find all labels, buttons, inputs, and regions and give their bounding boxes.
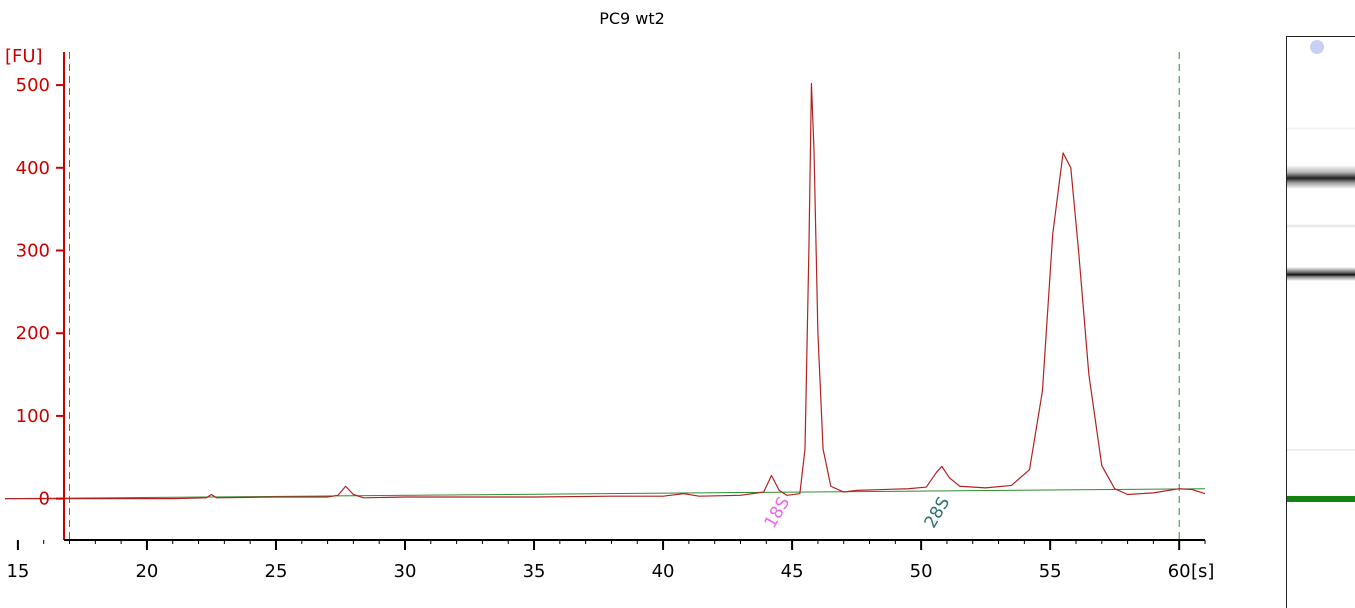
peak-label-18S: 18S [761, 494, 795, 532]
x-tick-label: 60 [1168, 561, 1191, 582]
gel-band-faint-top [1287, 127, 1355, 130]
gel-marker-dot [1310, 40, 1324, 54]
gel-band-18S [1287, 267, 1355, 281]
y-tick-label: 300 [16, 241, 50, 262]
chart-title: PC9 wt2 [599, 9, 665, 28]
x-tick-label: 15 [6, 561, 29, 582]
y-ticks: 0 100 200 300 400 500 [16, 75, 64, 510]
electropherogram-chart: PC9 wt2 0 100 200 300 400 500 15 20 25 30 35 40 45 5… [4, 9, 1214, 582]
x-tick-label: 55 [1039, 561, 1062, 582]
baseline-layer [4, 488, 1206, 500]
x-unit-label: [s] [1191, 561, 1214, 582]
y-unit-label: [FU] [5, 46, 43, 67]
x-tick-label: 45 [781, 561, 804, 582]
peak-labels: 18S 28S [761, 494, 955, 532]
y-tick-label: 0 [39, 489, 50, 510]
gel-band-faint-mid [1287, 224, 1355, 228]
x-tick-label: 35 [523, 561, 546, 582]
x-tick-label: 30 [394, 561, 417, 582]
y-tick-label: 100 [16, 406, 50, 427]
trace-line [5, 82, 1206, 500]
x-ticks: 15 20 25 30 35 40 45 50 55 60 [6, 540, 1206, 582]
x-tick-label: 50 [910, 561, 933, 582]
baseline-line [4, 488, 1206, 500]
y-tick-label: 200 [16, 323, 50, 344]
trace-layer [5, 82, 1206, 500]
gel-lane [1286, 36, 1355, 608]
x-tick-label: 20 [135, 561, 158, 582]
y-tick-label: 400 [16, 158, 50, 179]
gel-marker-band [1287, 496, 1355, 502]
x-tick-label: 40 [652, 561, 675, 582]
gel-band-28S [1287, 165, 1355, 189]
y-tick-label: 500 [16, 75, 50, 96]
peak-label-28S: 28S [921, 494, 955, 532]
gel-band-faint-low [1287, 449, 1355, 451]
marker-lines [69, 52, 1180, 540]
x-tick-label: 25 [265, 561, 288, 582]
